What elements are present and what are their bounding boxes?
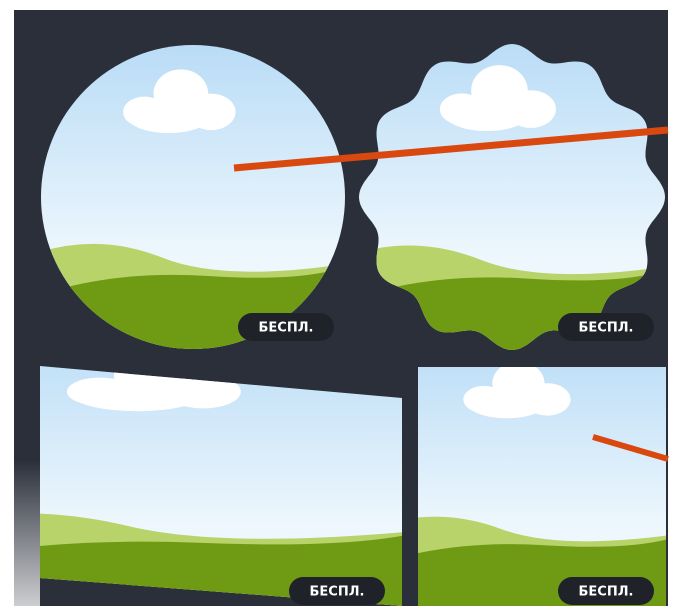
fade xyxy=(0,460,40,613)
rect-frame[interactable] xyxy=(385,340,675,610)
badge-label: БЕСПЛ. xyxy=(579,585,634,600)
badge-label: БЕСПЛ. xyxy=(259,321,314,336)
badge-label: БЕСПЛ. xyxy=(579,321,634,336)
screenshot: БЕСПЛ. БЕСПЛ. БЕСПЛ. БЕСПЛ. xyxy=(0,0,676,613)
badge-label: БЕСПЛ. xyxy=(310,585,365,600)
circle-frame[interactable] xyxy=(41,45,345,349)
